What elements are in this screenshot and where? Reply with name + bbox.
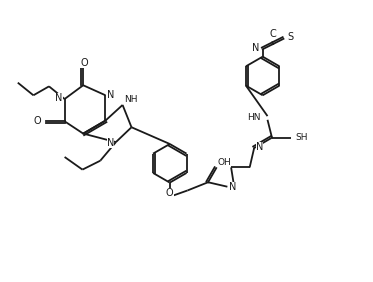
Text: N: N [107, 90, 115, 100]
Text: N: N [229, 182, 236, 192]
Text: SH: SH [296, 133, 308, 142]
Text: N: N [252, 43, 260, 54]
Text: S: S [287, 32, 293, 42]
Text: N: N [107, 138, 114, 148]
Text: NH: NH [124, 95, 138, 104]
Text: O: O [80, 58, 88, 68]
Text: O: O [33, 116, 41, 126]
Text: O: O [166, 188, 173, 199]
Text: HN: HN [247, 113, 261, 122]
Text: N: N [55, 93, 63, 103]
Text: N: N [256, 142, 263, 152]
Text: C: C [270, 29, 276, 39]
Text: OH: OH [218, 158, 232, 168]
